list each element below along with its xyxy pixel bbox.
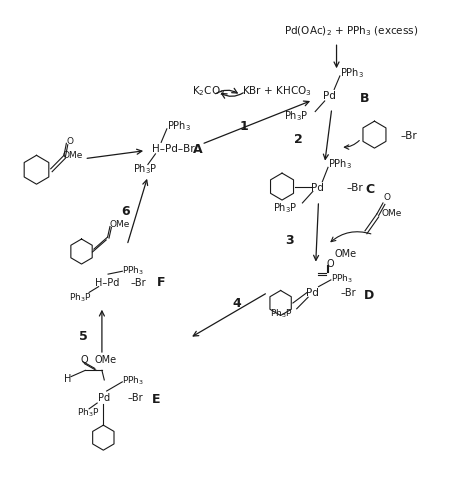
Text: F: F bbox=[157, 276, 165, 289]
Text: –Br: –Br bbox=[401, 131, 417, 140]
Text: Ph$_3$P: Ph$_3$P bbox=[77, 406, 100, 418]
Text: KBr + KHCO$_3$: KBr + KHCO$_3$ bbox=[242, 84, 311, 98]
Text: PPh$_3$: PPh$_3$ bbox=[122, 374, 145, 386]
Text: H–Pd: H–Pd bbox=[95, 277, 119, 287]
Text: A: A bbox=[193, 142, 203, 156]
Text: PPh$_3$: PPh$_3$ bbox=[340, 66, 364, 80]
Text: O: O bbox=[81, 354, 88, 364]
Text: OMe: OMe bbox=[109, 220, 129, 228]
Text: O: O bbox=[67, 137, 74, 146]
Text: Pd: Pd bbox=[306, 288, 319, 298]
Text: –Br: –Br bbox=[346, 182, 363, 192]
Text: Ph$_3$P: Ph$_3$P bbox=[270, 307, 293, 319]
Text: Pd: Pd bbox=[323, 91, 336, 101]
Text: O: O bbox=[384, 192, 391, 201]
Text: OMe: OMe bbox=[95, 354, 117, 364]
FancyArrowPatch shape bbox=[216, 89, 237, 95]
Text: Pd(OAc)$_2$ + PPh$_3$ (excess): Pd(OAc)$_2$ + PPh$_3$ (excess) bbox=[284, 24, 419, 38]
Text: PPh$_3$: PPh$_3$ bbox=[167, 119, 191, 132]
Text: –Br: –Br bbox=[340, 288, 356, 298]
Text: Ph$_3$P: Ph$_3$P bbox=[284, 109, 309, 123]
Text: Ph$_3$P: Ph$_3$P bbox=[69, 290, 91, 303]
Text: Pd: Pd bbox=[98, 393, 110, 402]
Text: B: B bbox=[360, 92, 370, 105]
Text: –Br: –Br bbox=[127, 393, 143, 402]
Text: Pd: Pd bbox=[311, 182, 324, 192]
Text: OMe: OMe bbox=[334, 249, 356, 258]
FancyArrowPatch shape bbox=[221, 94, 243, 99]
Text: Ph$_3$P: Ph$_3$P bbox=[273, 201, 297, 214]
Text: 4: 4 bbox=[233, 296, 241, 309]
Text: C: C bbox=[365, 183, 374, 196]
Text: H–Pd–Br: H–Pd–Br bbox=[152, 144, 194, 154]
Text: D: D bbox=[364, 288, 374, 302]
Text: OMe: OMe bbox=[382, 209, 402, 217]
Text: OMe: OMe bbox=[63, 151, 83, 159]
Text: 3: 3 bbox=[285, 233, 293, 247]
Text: O: O bbox=[326, 258, 334, 268]
Text: PPh$_3$: PPh$_3$ bbox=[122, 264, 145, 276]
Text: 2: 2 bbox=[294, 132, 303, 146]
Text: H: H bbox=[64, 373, 72, 383]
Text: PPh$_3$: PPh$_3$ bbox=[331, 272, 353, 285]
Text: Ph$_3$P: Ph$_3$P bbox=[133, 162, 157, 176]
Text: PPh$_3$: PPh$_3$ bbox=[328, 157, 352, 171]
Text: 6: 6 bbox=[121, 204, 130, 218]
Text: –Br: –Br bbox=[131, 277, 146, 287]
Text: E: E bbox=[152, 392, 161, 405]
Text: 5: 5 bbox=[79, 329, 87, 343]
Text: 1: 1 bbox=[240, 119, 248, 132]
Text: K$_2$CO$_3$: K$_2$CO$_3$ bbox=[192, 84, 225, 98]
